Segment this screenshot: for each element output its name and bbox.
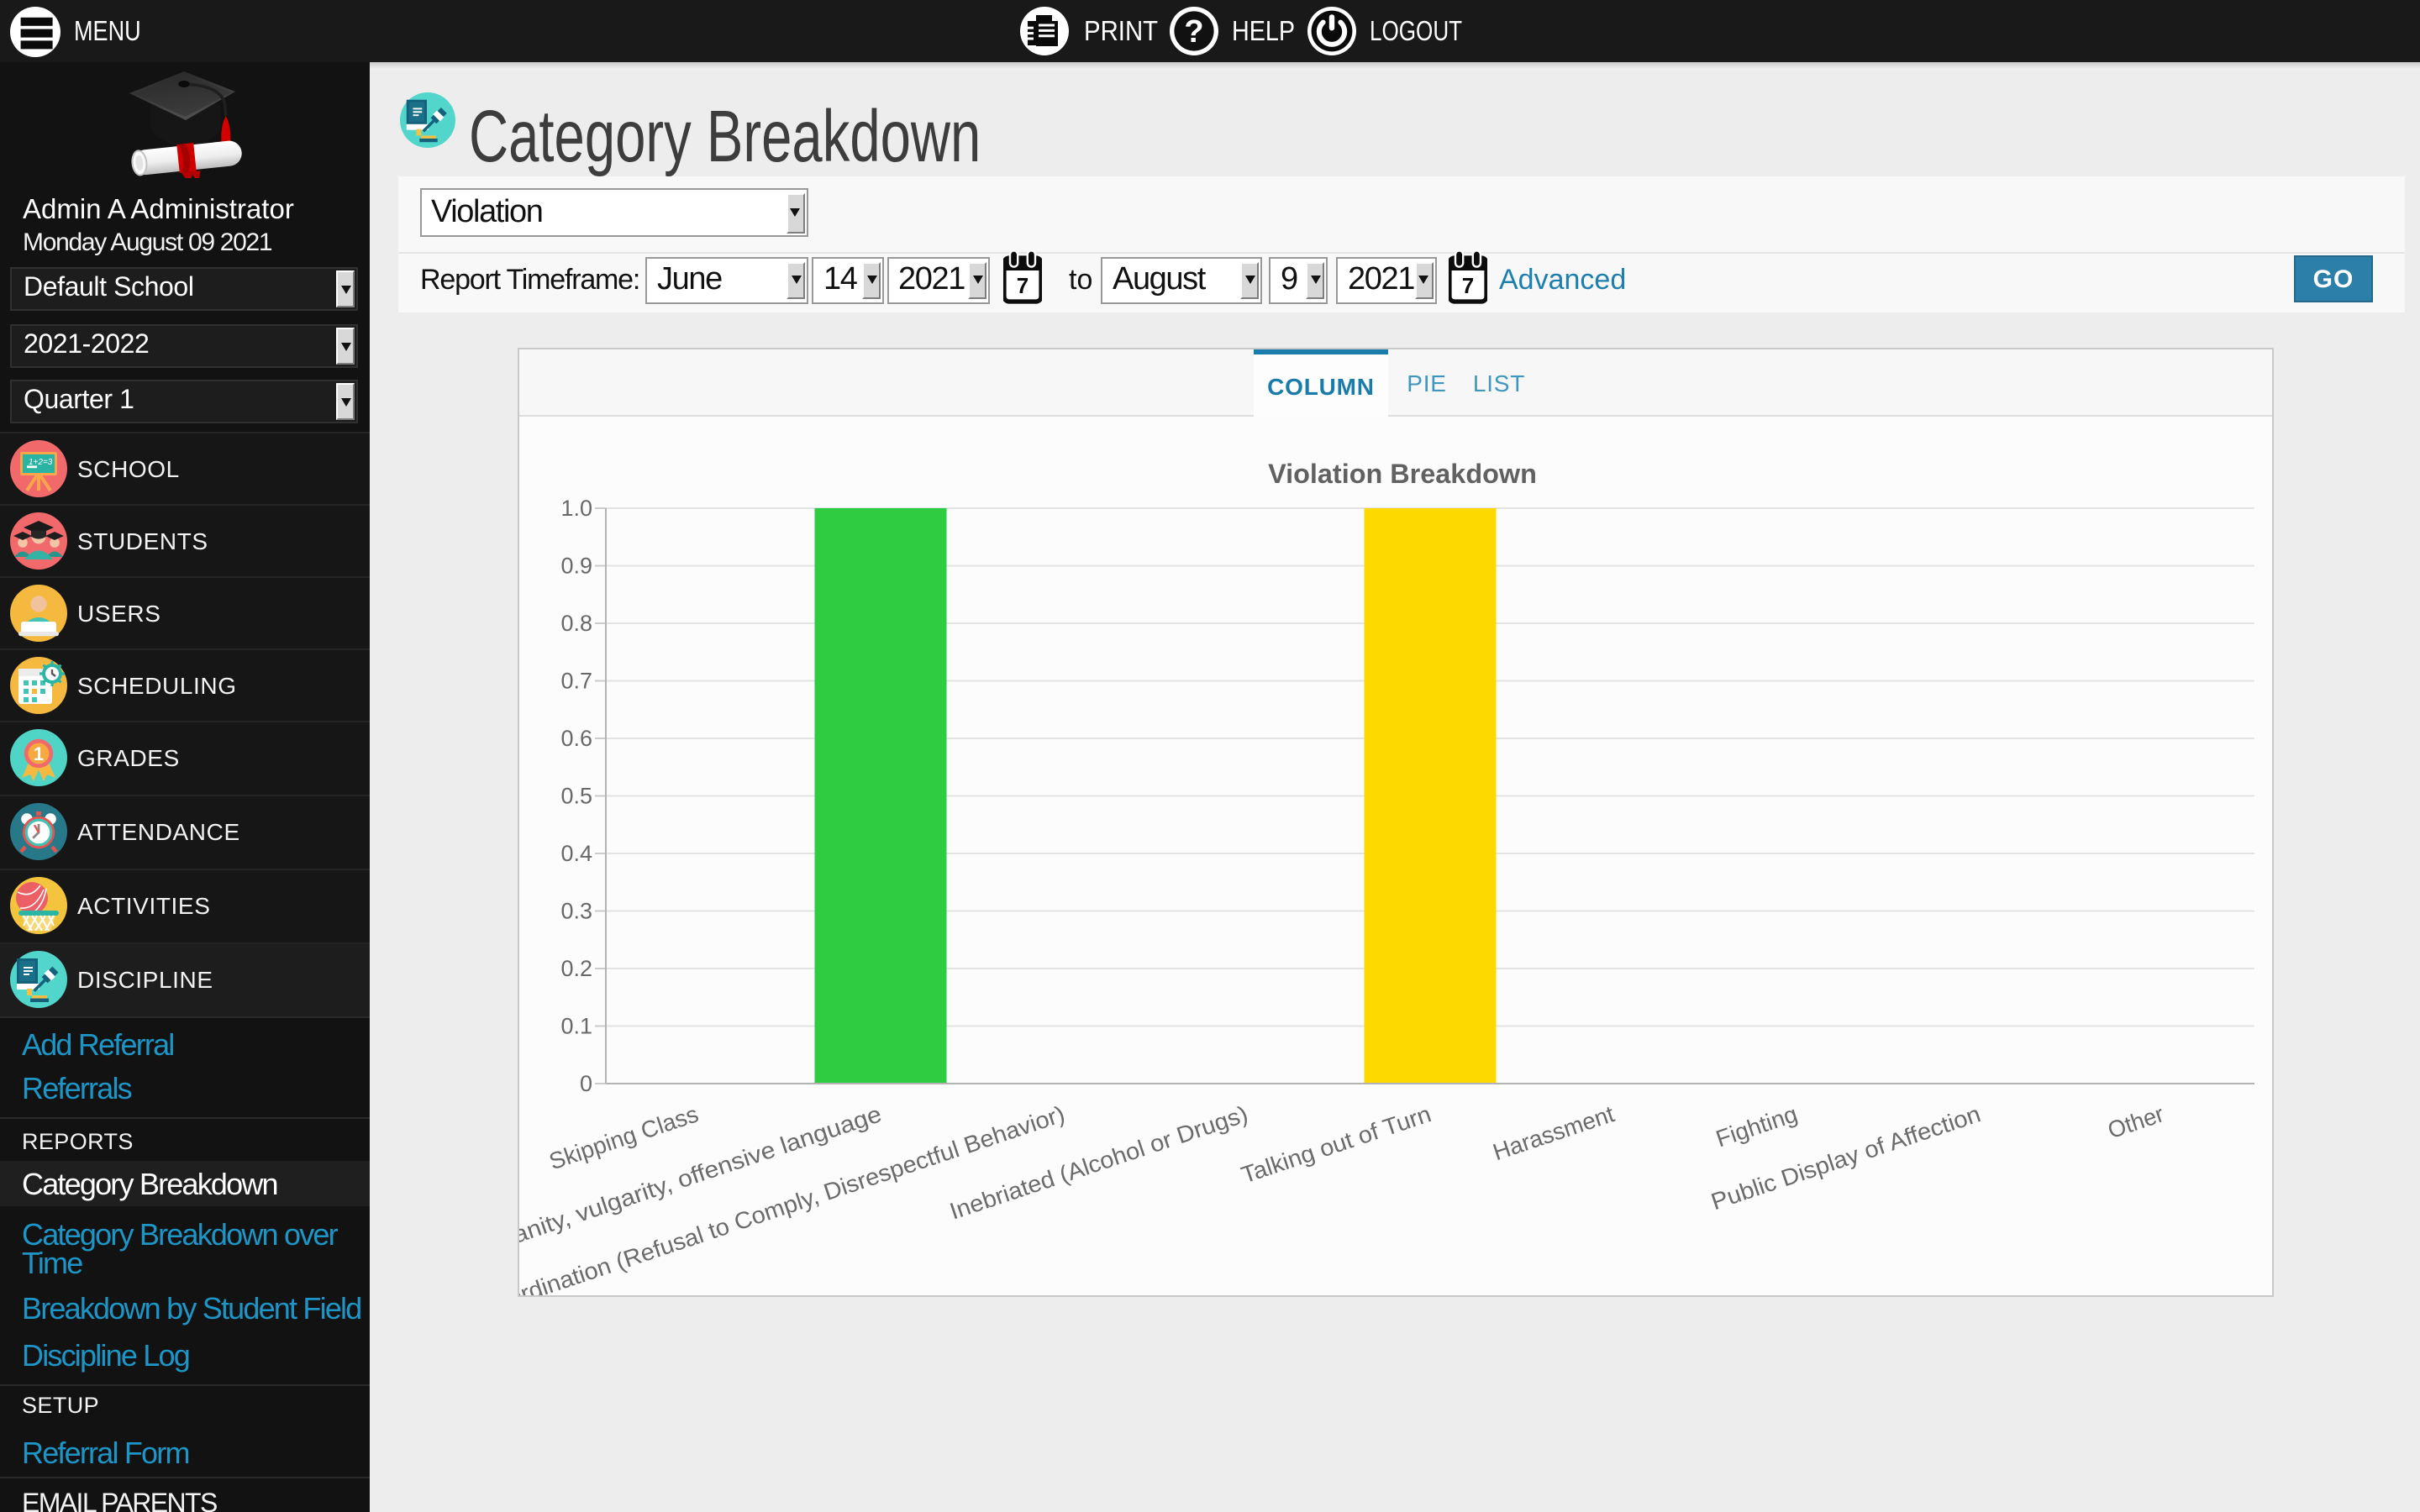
- svg-text:1+2=3: 1+2=3: [29, 458, 53, 467]
- svg-text:Talking out of Turn: Talking out of Turn: [1237, 1100, 1434, 1188]
- svg-text:0.9: 0.9: [560, 554, 592, 579]
- svg-text:7: 7: [1461, 273, 1473, 298]
- svg-text:0.1: 0.1: [560, 1014, 592, 1039]
- svg-text:Other: Other: [2104, 1100, 2166, 1143]
- svg-text:0.3: 0.3: [560, 899, 592, 924]
- svg-text:0.5: 0.5: [560, 784, 592, 809]
- svg-text:0.7: 0.7: [560, 669, 592, 694]
- svg-text:Skipping Class: Skipping Class: [545, 1100, 701, 1174]
- svg-text:Fighting: Fighting: [1712, 1100, 1800, 1152]
- svg-text:Harassment: Harassment: [1489, 1100, 1617, 1165]
- svg-text:0.8: 0.8: [560, 611, 592, 636]
- svg-text:Inebriated (Alcohol or Drugs): Inebriated (Alcohol or Drugs): [945, 1100, 1250, 1224]
- svg-text:1: 1: [34, 743, 44, 764]
- svg-text:Violation Breakdown: Violation Breakdown: [1267, 459, 1536, 489]
- svg-text:0.4: 0.4: [560, 841, 592, 866]
- svg-text:?: ?: [1183, 14, 1202, 50]
- svg-text:7: 7: [1017, 273, 1028, 298]
- svg-text:0.2: 0.2: [560, 956, 592, 981]
- svg-text:0.6: 0.6: [560, 726, 592, 751]
- svg-text:1.0: 1.0: [560, 496, 592, 521]
- svg-text:0: 0: [579, 1071, 592, 1096]
